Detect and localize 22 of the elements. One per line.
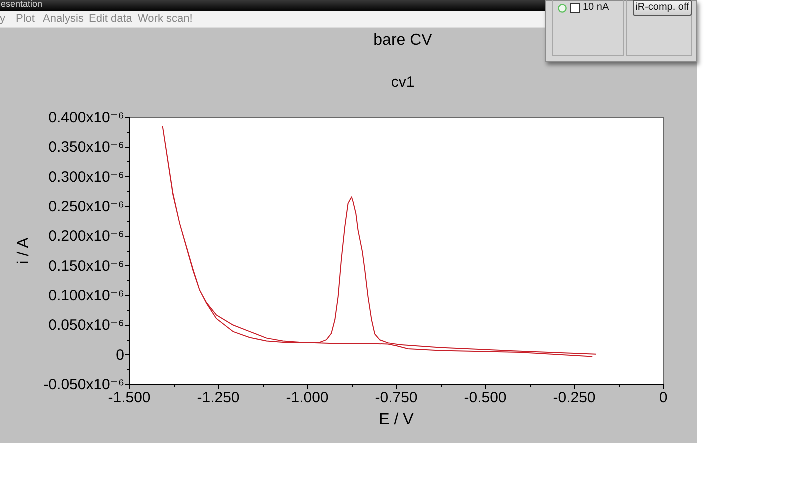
x-tick-label: -1.000 <box>286 390 329 406</box>
y-tick-label: 0.050x10⁻⁶ <box>48 317 124 334</box>
control-panel: 10 nA iR-comp. off <box>545 0 697 62</box>
chart-subtitle: cv1 <box>391 74 415 91</box>
x-tick-label: -0.500 <box>464 390 507 406</box>
y-tick-label: 0 <box>116 346 124 364</box>
x-tick-label: -0.250 <box>553 390 596 406</box>
y-tick-label: 0.200x10⁻⁶ <box>48 228 124 246</box>
y-tick-label: 0.400x10⁻⁶ <box>48 110 124 126</box>
button: iR-comp. off <box>633 0 692 16</box>
x-axis-title: E / V <box>379 412 414 428</box>
y-axis-title: i / A <box>16 237 33 264</box>
x-tick-label: 0 <box>659 390 668 406</box>
y-tick-label: 0.350x10⁻⁶ <box>48 139 124 156</box>
y-tick-label: 0.250x10⁻⁶ <box>48 198 124 216</box>
line-series <box>162 126 597 358</box>
x-tick-label: -1.250 <box>197 390 240 406</box>
y-tick-label: 0.150x10⁻⁶ <box>48 258 124 275</box>
x-tick-label: -0.750 <box>375 390 418 406</box>
y-tick-label: 0.300x10⁻⁶ <box>48 168 124 186</box>
y-tick-label: 0.100x10⁻⁶ <box>48 288 124 304</box>
chart-title: bare CV <box>374 32 433 49</box>
